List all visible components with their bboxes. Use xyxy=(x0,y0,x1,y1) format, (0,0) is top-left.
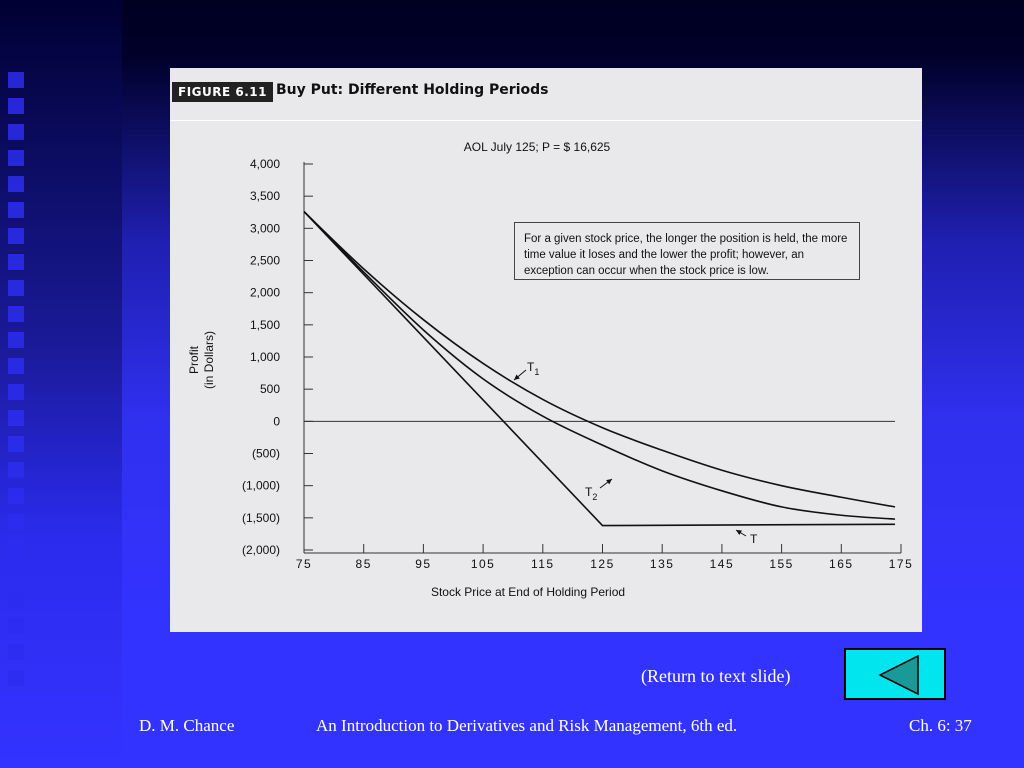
y-tick-label: 2,500 xyxy=(250,254,280,268)
y-tick-label: 2,000 xyxy=(250,286,280,300)
series-line-t1 xyxy=(303,211,896,508)
y-tick-label: 3,000 xyxy=(250,221,280,235)
figure-header: FIGURE 6.11 Buy Put: Different Holding P… xyxy=(170,68,922,121)
x-tick-label: 135 xyxy=(650,557,675,571)
x-tick-label: 125 xyxy=(590,557,615,571)
figure-panel: FIGURE 6.11 Buy Put: Different Holding P… xyxy=(170,68,922,632)
footer-author: D. M. Chance xyxy=(139,716,235,735)
x-tick-label: 85 xyxy=(356,557,372,571)
x-tick-label: 95 xyxy=(415,557,431,571)
x-tick-label: 105 xyxy=(471,557,496,571)
chart-title: AOL July 125; P = $ 16,625 xyxy=(464,140,611,154)
slide-left-band xyxy=(0,0,122,768)
footer-page-number: Ch. 6: 37 xyxy=(909,716,972,735)
y-tick-label: (2,000) xyxy=(242,543,280,557)
y-tick-label: 3,500 xyxy=(250,189,280,203)
x-tick-label: 165 xyxy=(829,557,854,571)
y-axis-label-line2: (in Dollars) xyxy=(202,331,216,389)
x-tick-label: 145 xyxy=(710,557,735,571)
series-line-t xyxy=(303,211,896,527)
return-link[interactable]: (Return to text slide) xyxy=(641,666,791,686)
y-tick-label: (1,000) xyxy=(242,479,280,493)
series-annotation: T1 xyxy=(527,360,539,377)
y-tick-label: 1,000 xyxy=(250,350,280,364)
series-annotation: T2 xyxy=(585,485,597,502)
annotation-arrowhead xyxy=(606,479,612,485)
y-tick-label: (1,500) xyxy=(242,511,280,525)
left-triangle-icon xyxy=(878,654,919,696)
figure-title: Buy Put: Different Holding Periods xyxy=(276,82,549,98)
y-tick-label: 0 xyxy=(273,414,280,428)
y-tick-label: (500) xyxy=(252,447,280,461)
y-tick-label: 500 xyxy=(260,382,280,396)
chart: AOL July 125; P = $ 16,625 4,000 3,500 3,0… xyxy=(187,140,914,599)
series-line-t2 xyxy=(303,211,896,520)
annotation-arrowhead xyxy=(736,530,742,536)
y-tick-label: 4,000 xyxy=(250,157,280,171)
figure-number: FIGURE 6.11 xyxy=(172,82,273,102)
decorative-squares xyxy=(8,72,26,696)
series-annotation: T xyxy=(750,532,758,546)
y-axis-label-line1: Profit xyxy=(187,345,201,374)
x-tick-label: 175 xyxy=(889,557,914,571)
chart-note: For a given stock price, the longer the … xyxy=(514,222,860,280)
x-axis-label: Stock Price at End of Holding Period xyxy=(431,585,625,599)
x-tick-label: 75 xyxy=(296,557,312,571)
annotation-arrowhead xyxy=(514,374,520,380)
return-button[interactable] xyxy=(844,648,946,700)
footer-book-title: An Introduction to Derivatives and Risk … xyxy=(316,716,738,735)
x-tick-label: 115 xyxy=(531,557,555,571)
y-tick-label: 1,500 xyxy=(250,318,280,332)
x-tick-label: 155 xyxy=(769,557,794,571)
